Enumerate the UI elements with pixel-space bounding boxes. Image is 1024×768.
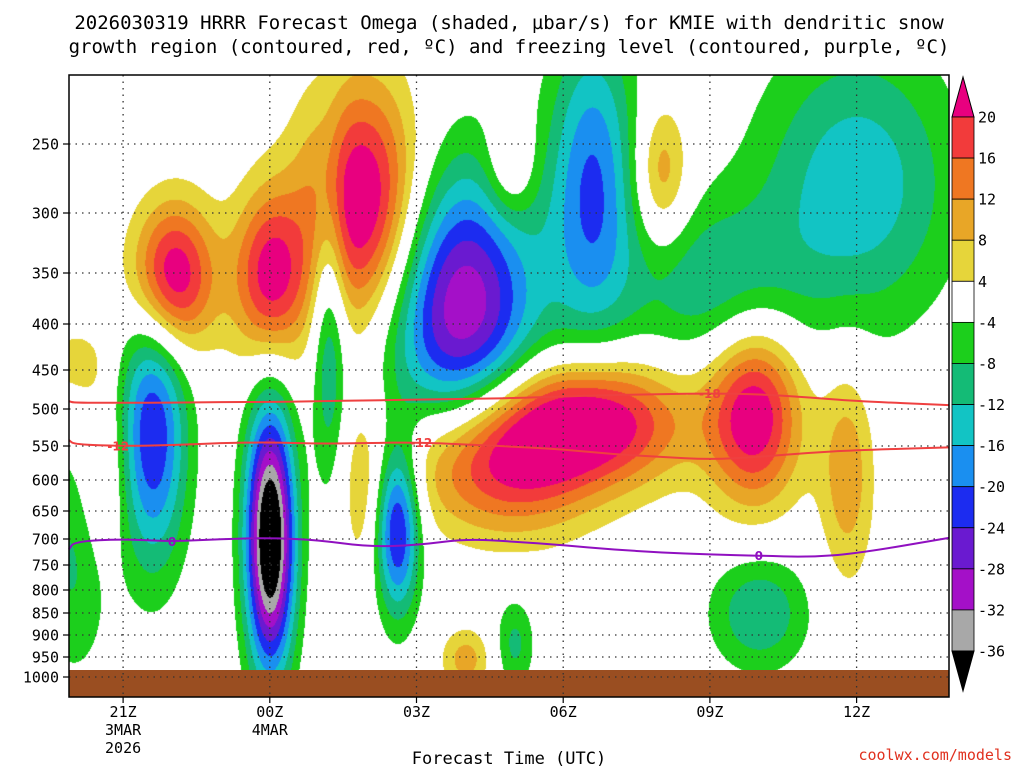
chart-title-line1: 2026030319 HRRR Forecast Omega (shaded, … <box>74 12 944 34</box>
y-tick-label: 450 <box>32 362 59 380</box>
colorbar-tick-label: 12 <box>978 191 996 209</box>
y-tick-label: 300 <box>32 205 59 223</box>
x-axis-label: Forecast Time (UTC) <box>412 749 606 768</box>
colorbar-band <box>951 157 975 200</box>
x-tick-label: 03Z <box>403 703 430 721</box>
y-tick-label: 500 <box>32 401 59 419</box>
contour-label: -18 <box>699 387 721 401</box>
plot-area: -12 -12 -18 0 0 <box>68 74 950 698</box>
ground-surface <box>69 670 949 697</box>
chart-title-line2: growth region (contoured, red, ºC) and f… <box>69 36 950 58</box>
x-tick-label: 06Z <box>550 703 577 721</box>
colorbar-tick-label: 8 <box>978 232 987 250</box>
x-tick-label: 09Z <box>696 703 723 721</box>
y-tick-label: 550 <box>32 438 59 456</box>
colorbar-bottom-arrow <box>951 650 975 693</box>
y-tick-label: 400 <box>32 316 59 334</box>
colorbar-band <box>951 321 975 364</box>
colorbar-band <box>951 363 975 405</box>
omega-shading <box>69 75 949 697</box>
y-tick-label: 650 <box>32 503 59 521</box>
x-tick-label: 2026 <box>105 739 141 757</box>
x-tick-label: 00Z <box>256 703 283 721</box>
colorbar-band <box>951 116 975 159</box>
colorbar-tick-label: -4 <box>978 314 996 332</box>
y-tick-label: 350 <box>32 265 59 283</box>
x-tick-label: 21Z <box>110 703 137 721</box>
contour-freezing-0C <box>68 536 950 558</box>
colorbar-top-arrow <box>951 75 975 118</box>
contour-dendritic--18C <box>68 392 950 407</box>
y-tick-label: 700 <box>32 531 59 549</box>
x-tick-label: 4MAR <box>252 721 289 739</box>
colorbar-tick-label: -16 <box>978 437 1005 455</box>
colorbar-tick-label: -32 <box>978 601 1005 619</box>
y-tick-label: 250 <box>32 136 59 154</box>
colorbar-band <box>951 404 975 447</box>
site-credit: coolwx.com/models <box>858 746 1012 764</box>
y-tick-label: 900 <box>32 627 59 645</box>
colorbar-tick-label: -36 <box>978 643 1005 661</box>
contour-label: 0 <box>168 535 176 549</box>
colorbar-tick-label: -8 <box>978 355 996 373</box>
colorbar-legend: 20 16 12 8 4 -4 -8 -12 -16 -20 -24 -28 -32 -36 <box>951 75 1005 693</box>
y-tick-label: 800 <box>32 582 59 600</box>
colorbar-band <box>951 280 975 323</box>
contour-lines: -12 -12 -18 0 0 <box>68 387 950 563</box>
colorbar-band <box>951 527 975 570</box>
y-tick-label: 1000 <box>23 669 59 687</box>
colorbar-tick-label: -12 <box>978 396 1005 414</box>
y-tick-label: 950 <box>32 649 59 667</box>
colorbar-tick-label: 4 <box>978 273 987 291</box>
colorbar-band <box>951 609 975 652</box>
x-tick-label: 12Z <box>843 703 870 721</box>
colorbar-tick-label: 20 <box>978 109 996 127</box>
colorbar-band <box>951 445 975 488</box>
contour-label: -12 <box>107 439 129 453</box>
colorbar-tick-label: -28 <box>978 560 1005 578</box>
y-tick-label: 850 <box>32 605 59 623</box>
y-tick-label: 750 <box>32 557 59 575</box>
colorbar-tick-label: -24 <box>978 519 1005 537</box>
colorbar-band <box>951 568 975 611</box>
colorbar-tick-label: 16 <box>978 150 996 168</box>
y-tick-label: 600 <box>32 472 59 490</box>
colorbar-band <box>951 486 975 529</box>
contour-label: 0 <box>755 549 763 563</box>
x-tick-label: 3MAR <box>105 721 142 739</box>
y-axis-pressure: 250 300 350 400 450 500 550 600 650 700 750 800 850 9… <box>23 136 69 687</box>
contour-dendritic--12C <box>68 439 950 460</box>
colorbar-tick-label: -20 <box>978 478 1005 496</box>
contour-label: -12 <box>411 436 433 450</box>
colorbar-band <box>951 198 975 241</box>
plot-frame <box>68 74 950 698</box>
colorbar-band <box>951 239 975 282</box>
